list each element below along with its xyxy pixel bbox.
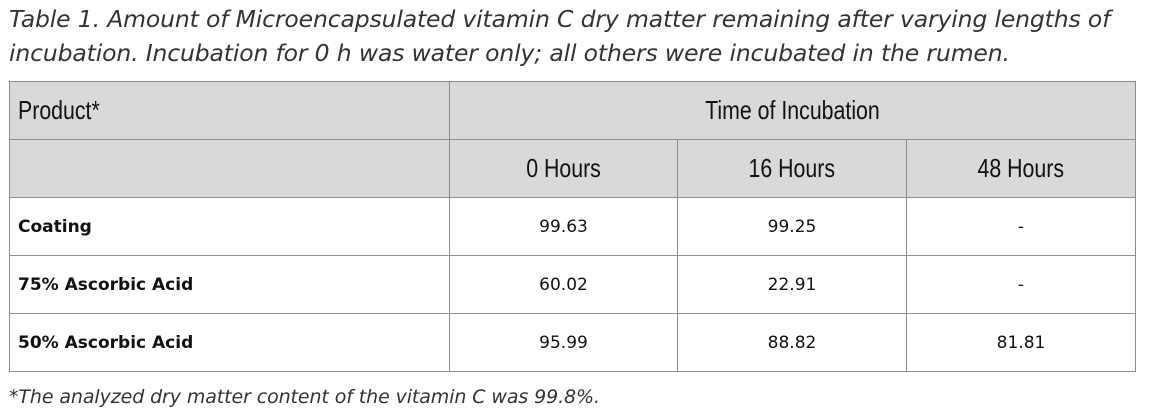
group-header-cell: Time of Incubation: [449, 81, 1136, 140]
table-cell: -: [906, 255, 1136, 314]
product-header: Product*: [18, 95, 100, 125]
table-row: 50% Ascorbic Acid 95.99 88.82 81.81: [9, 313, 1136, 372]
column-header-cell: 16 Hours: [677, 139, 907, 198]
table-cell: 95.99: [449, 313, 678, 372]
table-row: 75% Ascorbic Acid 60.02 22.91 -: [9, 255, 1136, 314]
table-cell: 60.02: [449, 255, 678, 314]
table-cell: 22.91: [677, 255, 907, 314]
table-cell: 81.81: [906, 313, 1136, 372]
table-caption: Table 1. Amount of Microencapsulated vit…: [9, 5, 1111, 67]
table-footnote: *The analyzed dry matter content of the …: [9, 386, 600, 408]
row-label: Coating: [9, 197, 450, 256]
row-label: 50% Ascorbic Acid: [9, 313, 450, 372]
column-header-cell: 48 Hours: [906, 139, 1136, 198]
column-header: 0 Hours: [526, 153, 601, 183]
column-header: 16 Hours: [748, 153, 836, 183]
table-cell: 99.25: [677, 197, 907, 256]
header-row-group: Product* Time of Incubation: [9, 81, 1136, 140]
header-row-columns: 0 Hours 16 Hours 48 Hours: [9, 139, 1136, 198]
column-header: 48 Hours: [977, 153, 1065, 183]
empty-header-cell: [9, 139, 450, 198]
table-cell: 99.63: [449, 197, 678, 256]
table-cell: 88.82: [677, 313, 907, 372]
table-row: Coating 99.63 99.25 -: [9, 197, 1136, 256]
row-label: 75% Ascorbic Acid: [9, 255, 450, 314]
data-table: Product* Time of Incubation 0 Hours 16 H…: [9, 81, 1136, 372]
column-header-cell: 0 Hours: [449, 139, 678, 198]
product-header-cell: Product*: [9, 81, 450, 140]
table-cell: -: [906, 197, 1136, 256]
time-of-incubation-header: Time of Incubation: [705, 95, 880, 125]
